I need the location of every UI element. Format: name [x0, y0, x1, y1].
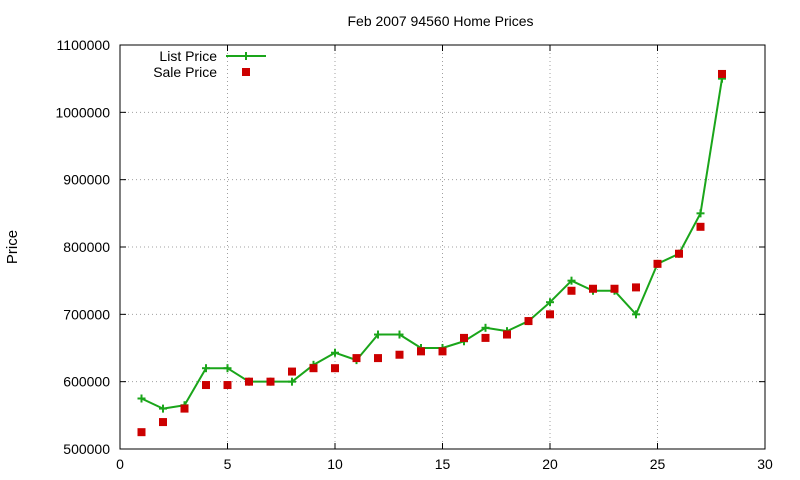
- sale-price-point: [675, 249, 683, 258]
- sale-price-point: [223, 381, 232, 390]
- list-price-point: [374, 330, 382, 339]
- y-tick-label: 800000: [63, 239, 110, 255]
- list-price-point: [395, 330, 404, 339]
- sale-price-point: [245, 377, 253, 386]
- list-price-point: [696, 209, 705, 218]
- sale-price-point: [696, 222, 705, 231]
- list-price-point: [331, 348, 339, 357]
- x-tick-label: 25: [650, 456, 666, 472]
- sale-price-point: [438, 347, 447, 356]
- sale-price-point: [202, 381, 210, 390]
- chart-title: Feb 2007 94560 Home Prices: [348, 13, 534, 29]
- sale-price-point: [546, 310, 554, 319]
- sale-price-point: [395, 350, 404, 359]
- y-tick-label: 1100000: [57, 37, 111, 53]
- y-tick-label: 500000: [63, 441, 110, 457]
- y-tick-label: 900000: [63, 172, 110, 188]
- sale-price-point: [180, 404, 189, 413]
- legend-label-list-price: List Price: [159, 48, 217, 64]
- list-price-point: [288, 377, 296, 386]
- sale-price-point: [610, 284, 619, 293]
- sale-price-point: [567, 286, 576, 295]
- plot-frame: [119, 44, 766, 450]
- y-tick-label: 700000: [63, 306, 110, 322]
- sale-price-point: [718, 69, 726, 78]
- x-tick-label: 15: [435, 456, 451, 472]
- x-tick-label: 10: [327, 456, 343, 472]
- sale-price-point: [137, 428, 146, 437]
- sale-price-point: [460, 333, 468, 342]
- sale-price-point: [503, 330, 511, 339]
- sale-price-point: [524, 317, 533, 326]
- list-price-point: [137, 394, 146, 403]
- sale-price-point: [417, 347, 425, 356]
- sale-price-point: [266, 377, 275, 386]
- legend-label-sale-price: Sale Price: [153, 64, 217, 80]
- sale-price-point: [653, 259, 662, 268]
- list-price-point: [567, 276, 576, 285]
- sale-price-point: [309, 364, 318, 373]
- series-layer: [137, 69, 726, 437]
- list-price-point: [223, 364, 232, 373]
- sale-price-point: [632, 283, 640, 292]
- labels-layer: 0 5 10 15 20 25 30 500000 600000 700000 800000 9000…: [55, 37, 773, 472]
- list-price-point: [481, 323, 490, 332]
- list-price-line: [141, 78, 723, 410]
- list-price-point: [202, 364, 210, 373]
- x-tick-label: 20: [542, 456, 558, 472]
- y-axis-label: Price: [4, 230, 21, 264]
- legend-marker-list-price: [242, 52, 250, 60]
- list-price-point: [159, 404, 167, 413]
- y-tick-label: 1000000: [55, 104, 110, 120]
- sale-price-point: [374, 354, 382, 363]
- x-tick-label: 5: [224, 456, 232, 472]
- sale-price-point: [589, 284, 597, 293]
- list-price-point: [546, 298, 554, 307]
- y-tick-label: 600000: [63, 374, 110, 390]
- x-tick-label: 0: [116, 456, 124, 472]
- list-price-point: [632, 310, 640, 319]
- x-tick-label: 30: [757, 456, 773, 472]
- legend-marker-sale-price: [242, 68, 250, 76]
- sale-price-point: [159, 418, 167, 427]
- sale-price-point: [288, 367, 296, 376]
- sale-price-point: [481, 333, 490, 342]
- sale-price-point: [331, 364, 339, 373]
- grid-layer: [120, 45, 765, 449]
- sale-price-point: [352, 354, 361, 363]
